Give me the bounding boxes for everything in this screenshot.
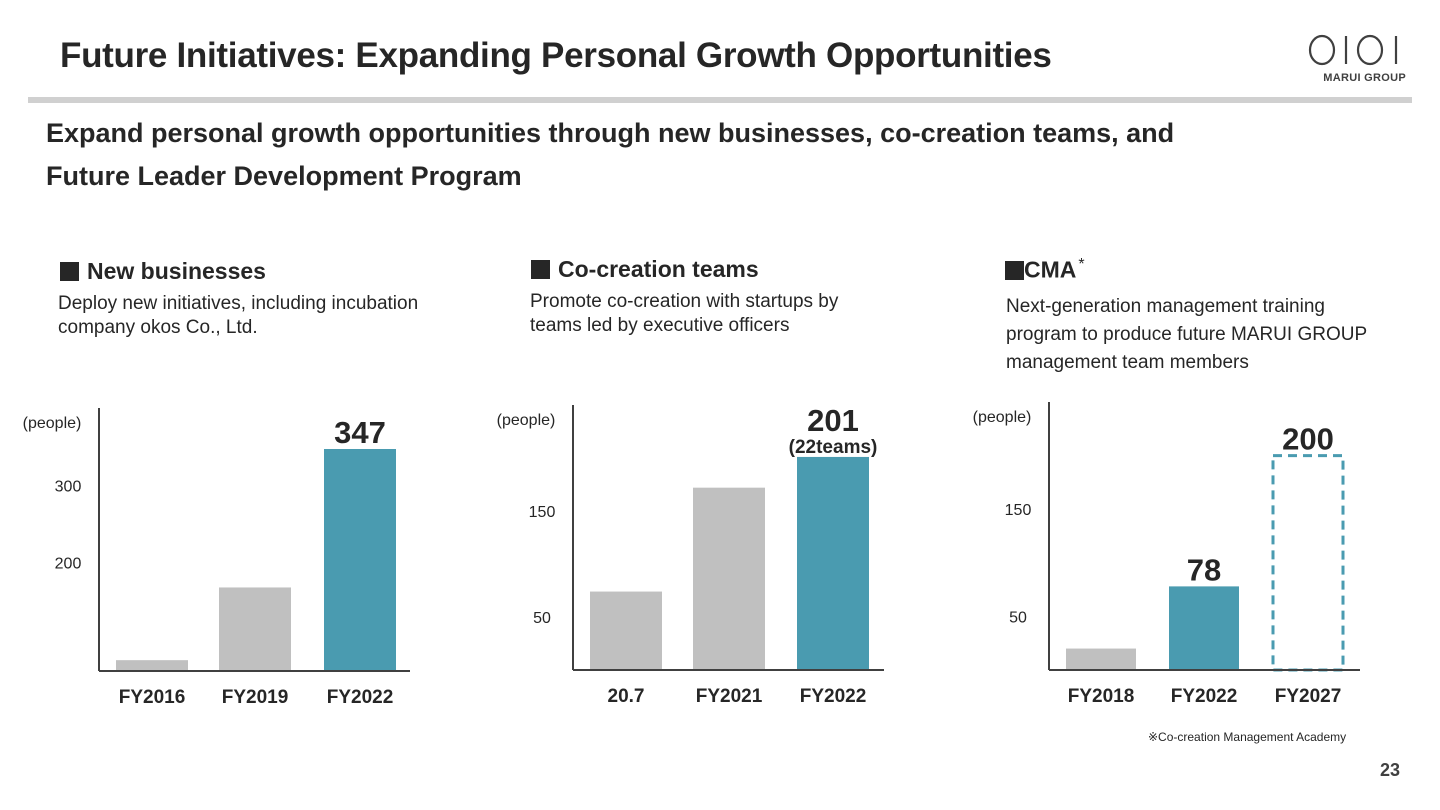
x-tick-label: FY2021 bbox=[696, 686, 763, 707]
description-line: Promote co-creation with startups by bbox=[530, 291, 839, 312]
y-tick-label: 50 bbox=[533, 610, 551, 627]
footnote: ※Co-creation Management Academy bbox=[1148, 730, 1347, 744]
x-tick-label: FY2027 bbox=[1275, 686, 1342, 707]
description-line: Next-generation management training bbox=[1006, 296, 1325, 317]
description-line: Deploy new initiatives, including incuba… bbox=[58, 293, 419, 314]
square-bullet-icon bbox=[60, 262, 79, 281]
section-heading-cma: CMA * bbox=[1005, 256, 1085, 284]
square-bullet-icon bbox=[531, 260, 550, 279]
section-heading-label: Co-creation teams bbox=[558, 256, 759, 282]
y-axis-label: (people) bbox=[23, 415, 82, 432]
data-sublabel: (22teams) bbox=[789, 437, 878, 458]
subtitle-line-2: Future Leader Development Program bbox=[46, 161, 522, 191]
bar bbox=[1066, 648, 1136, 670]
description-line: company okos Co., Ltd. bbox=[58, 317, 258, 338]
bar bbox=[219, 587, 291, 671]
y-tick-label: 150 bbox=[529, 504, 556, 521]
page-number: 23 bbox=[1380, 760, 1401, 780]
description-line: management team members bbox=[1006, 352, 1249, 373]
y-axis-label: (people) bbox=[497, 412, 556, 429]
x-tick-label: FY2022 bbox=[327, 687, 394, 708]
y-tick-label: 300 bbox=[55, 478, 82, 495]
title-divider bbox=[28, 97, 1412, 103]
slide-subtitle: Expand personal growth opportunities thr… bbox=[46, 112, 1346, 198]
bar-target bbox=[1271, 454, 1345, 672]
y-tick-label: 50 bbox=[1009, 609, 1027, 626]
section-description: Promote co-creation with startups by tea… bbox=[530, 290, 950, 338]
y-tick-label: 200 bbox=[55, 556, 82, 573]
section-description: Next-generation management training prog… bbox=[1006, 293, 1426, 377]
data-label: 78 bbox=[1187, 552, 1221, 587]
bar bbox=[324, 448, 396, 671]
y-axis-label: (people) bbox=[973, 409, 1032, 426]
data-label: 200 bbox=[1282, 422, 1334, 457]
x-tick-label: FY2016 bbox=[119, 687, 186, 708]
x-tick-label: FY2022 bbox=[1171, 686, 1238, 707]
y-tick-label: 150 bbox=[1005, 502, 1032, 519]
bar bbox=[116, 660, 188, 671]
asterisk-mark: * bbox=[1078, 256, 1085, 273]
section-heading-new-businesses: New businesses bbox=[60, 258, 266, 285]
section-heading-label: CMA bbox=[1024, 256, 1077, 283]
x-tick-label: 20.7 bbox=[608, 686, 645, 707]
subtitle-line-1: Expand personal growth opportunities thr… bbox=[46, 118, 1175, 148]
bar bbox=[1169, 586, 1239, 670]
data-label: 201 bbox=[807, 403, 859, 438]
data-label: 347 bbox=[334, 415, 386, 450]
page-title: Future Initiatives: Expanding Personal G… bbox=[60, 36, 1052, 75]
section-description: Deploy new initiatives, including incuba… bbox=[58, 292, 498, 340]
description-line: teams led by executive officers bbox=[530, 315, 790, 336]
marui-logo-icon bbox=[1308, 34, 1398, 66]
section-heading-label: New businesses bbox=[87, 258, 266, 284]
square-bullet-icon bbox=[1005, 260, 1024, 280]
bar bbox=[797, 456, 869, 670]
x-tick-label: FY2022 bbox=[800, 686, 867, 707]
bar bbox=[590, 591, 662, 670]
description-line: program to produce future MARUI GROUP bbox=[1006, 324, 1368, 345]
x-tick-label: FY2019 bbox=[222, 687, 289, 708]
bar bbox=[693, 487, 765, 670]
x-tick-label: FY2018 bbox=[1068, 686, 1135, 707]
section-heading-co-creation-teams: Co-creation teams bbox=[531, 256, 759, 283]
logo-text: MARUI GROUP bbox=[1323, 72, 1406, 84]
